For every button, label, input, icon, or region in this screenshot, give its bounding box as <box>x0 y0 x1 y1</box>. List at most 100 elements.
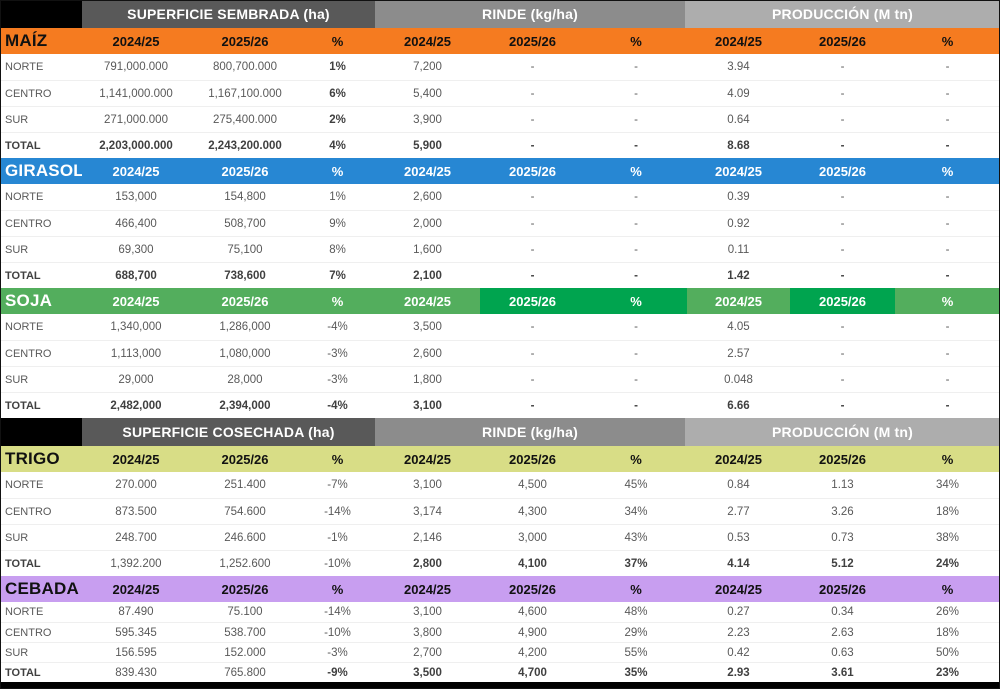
data-cell: - <box>530 321 535 333</box>
region-label: SUR <box>5 243 29 256</box>
table-row: CENTRO 466,400 508,700 9% 2,000 - - 0.92 - - <box>0 210 1000 236</box>
data-cell: 246.600 <box>224 531 266 544</box>
data-cell: 4,200 <box>518 646 547 659</box>
season-column-header: 2024/25 <box>687 576 790 602</box>
season-column-header: % <box>895 288 1000 314</box>
data-cell: -9% <box>327 666 348 679</box>
data-cell: -14% <box>324 606 351 618</box>
data-cell: 1.13 <box>831 479 854 491</box>
data-cell: 75,100 <box>227 243 263 256</box>
data-cell: - <box>634 191 638 203</box>
data-cell: - <box>530 373 535 386</box>
season-column-header: 2024/25 <box>82 28 190 54</box>
data-cell: 800,700.000 <box>213 61 277 73</box>
crop-header-band: SOJA 2024/25 2025/26% 2024/25 2025/26% 2024/2… <box>0 288 1000 314</box>
data-cell: 765.800 <box>224 666 266 679</box>
season-column-header: % <box>895 446 1000 472</box>
data-cell: 1,392.200 <box>110 557 162 570</box>
data-cell: 2,800 <box>413 557 442 570</box>
data-cell: - <box>945 113 950 126</box>
data-cell: 0.64 <box>727 113 750 126</box>
crop-name: MAÍZ <box>0 28 82 54</box>
data-cell: - <box>840 113 845 126</box>
data-cell: -3% <box>327 646 348 659</box>
data-cell: 2.77 <box>727 505 750 518</box>
data-cell: 270.000 <box>115 479 157 491</box>
data-cell: - <box>634 373 638 386</box>
data-cell: 4,700 <box>518 666 547 679</box>
season-column-header: % <box>300 446 375 472</box>
data-cell: - <box>840 347 845 360</box>
data-cell: 1% <box>329 191 346 203</box>
section-soja: SOJA 2024/25 2025/26% 2024/25 2025/26% 2024/2… <box>0 288 1000 418</box>
season-column-header: % <box>585 158 687 184</box>
region-label: TOTAL <box>5 399 41 412</box>
season-column-header: % <box>895 576 1000 602</box>
data-cell: 466,400 <box>115 217 157 230</box>
region-label: SUR <box>5 646 29 659</box>
data-cell: 5,400 <box>413 87 442 100</box>
data-cell: - <box>530 113 535 126</box>
data-cell: 2,203,000.000 <box>99 139 173 152</box>
data-cell: 4% <box>329 139 346 152</box>
season-column-header: 2024/25 <box>687 446 790 472</box>
season-column-header: 2025/26 <box>480 288 585 314</box>
data-cell: 1,167,100.000 <box>208 87 282 100</box>
season-column-header: % <box>895 28 1000 54</box>
data-cell: - <box>530 139 535 152</box>
data-cell: - <box>530 243 535 256</box>
data-cell: 508,700 <box>224 217 266 230</box>
crop-header-band: GIRASOL 2024/25 2025/26% 2024/25 2025/26% 202… <box>0 158 1000 184</box>
season-column-header: 2025/26 <box>190 28 300 54</box>
region-label: CENTRO <box>5 626 52 639</box>
data-cell: 271,000.000 <box>104 113 168 126</box>
data-cell: 4.09 <box>727 87 750 100</box>
data-cell: 4,900 <box>518 626 547 639</box>
data-cell: - <box>945 269 950 282</box>
group-rinde-header: RINDE (kg/ha) <box>375 418 685 446</box>
group-header-cosechada: SUPERFICIE COSECHADA (ha) RINDE (kg/ha) … <box>0 418 1000 446</box>
data-cell: 4.05 <box>727 321 750 333</box>
data-cell: 2.57 <box>727 347 750 360</box>
table-row: SUR 271,000.000 275,400.000 2% 3,900 - - 0.64 - - <box>0 106 1000 132</box>
data-cell: 0.048 <box>724 373 753 386</box>
season-column-header: 2024/25 <box>82 158 190 184</box>
data-cell: 248.700 <box>115 531 157 544</box>
corner-cell <box>0 418 82 446</box>
data-cell: 75.100 <box>227 606 263 618</box>
data-cell: 2,700 <box>413 646 442 659</box>
data-cell: 2,243,200.000 <box>208 139 282 152</box>
data-cell: - <box>840 87 845 100</box>
region-label: TOTAL <box>5 139 41 152</box>
data-cell: - <box>530 217 535 230</box>
section-girasol: GIRASOL 2024/25 2025/26% 2024/25 2025/26% 202… <box>0 158 1000 288</box>
data-cell: - <box>840 139 845 152</box>
season-column-header: 2024/25 <box>687 288 790 314</box>
crop-header-band: MAÍZ 2024/25 2025/26% 2024/25 2025/26% 2024/2… <box>0 28 1000 54</box>
table-row: TOTAL 839.430 765.800 -9% 3,500 4,700 35% 2.93 3… <box>0 662 1000 682</box>
season-column-header: % <box>585 288 687 314</box>
data-cell: 2,000 <box>413 217 442 230</box>
data-cell: 0.73 <box>831 531 854 544</box>
season-column-header: 2025/26 <box>480 576 585 602</box>
data-cell: 23% <box>935 666 960 679</box>
data-cell: 3,100 <box>413 399 442 412</box>
data-cell: -10% <box>324 557 351 570</box>
data-cell: 3,000 <box>518 531 547 544</box>
season-column-header: % <box>585 576 687 602</box>
data-cell: 8.68 <box>727 139 750 152</box>
table-row: SUR 156.595 152.000 -3% 2,700 4,200 55% 0.42 0.6… <box>0 642 1000 662</box>
table-row: NORTE 153,000 154,800 1% 2,600 - - 0.39 - - <box>0 184 1000 210</box>
crop-header-band: TRIGO 2024/25 2025/26% 2024/25 2025/26% 2024/… <box>0 446 1000 472</box>
crop-name: TRIGO <box>0 446 82 472</box>
region-label: TOTAL <box>5 269 41 282</box>
region-label: NORTE <box>5 191 44 203</box>
table-row: TOTAL 688,700 738,600 7% 2,100 - - 1.42 - - <box>0 262 1000 288</box>
table-row: CENTRO 873.500 754.600 -14% 3,174 4,300 34% 2.7… <box>0 498 1000 524</box>
data-cell: 3,500 <box>413 666 442 679</box>
data-cell: -3% <box>327 347 348 360</box>
season-column-header: % <box>585 28 687 54</box>
season-column-header: % <box>300 28 375 54</box>
season-column-header: 2024/25 <box>82 446 190 472</box>
data-cell: - <box>634 87 638 100</box>
